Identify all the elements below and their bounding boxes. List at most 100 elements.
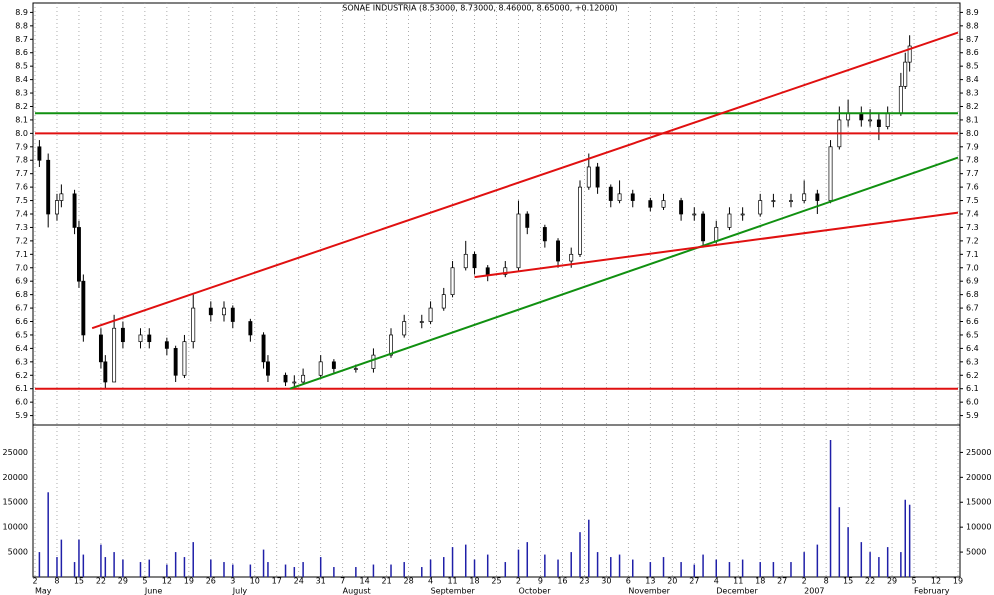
x-tick-label: 19 bbox=[184, 577, 194, 586]
x-tick-label: 13 bbox=[645, 577, 655, 586]
x-tick-label: 4 bbox=[714, 577, 719, 586]
y-tick-label: 8.7 bbox=[15, 35, 28, 44]
trend-line bbox=[289, 156, 959, 390]
candle-body bbox=[208, 307, 213, 316]
x-tick-label: 4 bbox=[428, 577, 433, 586]
y2-tick-label: 8.1 bbox=[966, 115, 979, 124]
x-tick-label: 8 bbox=[824, 577, 829, 586]
candle-body bbox=[402, 321, 407, 336]
volume-tick-label: 10000 bbox=[3, 523, 28, 532]
candle-body bbox=[525, 213, 530, 228]
candle-body bbox=[98, 334, 103, 363]
candle-body bbox=[692, 213, 697, 216]
month-label: November bbox=[628, 587, 670, 595]
candle-body bbox=[353, 368, 358, 370]
x-tick-label: 5 bbox=[142, 577, 147, 586]
candle-body bbox=[182, 341, 187, 376]
y-tick-label: 7.5 bbox=[15, 196, 28, 205]
candle-body bbox=[586, 166, 591, 188]
candle-body bbox=[758, 200, 763, 215]
y2-tick-label: 8.2 bbox=[966, 102, 979, 111]
x-tick-label: 9 bbox=[538, 577, 543, 586]
y2-tick-label: 6.0 bbox=[966, 398, 979, 407]
x-tick-label: 29 bbox=[887, 577, 897, 586]
x-tick-label: 8 bbox=[54, 577, 59, 586]
candle-body bbox=[859, 112, 864, 121]
y2-tick-label: 8.8 bbox=[966, 21, 979, 30]
volume-tick-label: 20000 bbox=[3, 473, 28, 482]
candle-body bbox=[261, 334, 266, 363]
month-label: July bbox=[232, 587, 248, 595]
y-tick-label: 6.1 bbox=[15, 384, 28, 393]
x-tick-label: 16 bbox=[557, 577, 567, 586]
candle-body bbox=[318, 361, 323, 376]
x-tick-label: 15 bbox=[843, 577, 853, 586]
candle-body bbox=[802, 193, 807, 201]
y2-tick-label: 5.9 bbox=[966, 411, 979, 420]
x-tick-label: 7 bbox=[340, 577, 345, 586]
candle-body bbox=[59, 193, 64, 201]
candle-body bbox=[542, 227, 547, 242]
x-tick-label: 20 bbox=[667, 577, 677, 586]
x-tick-label: 21 bbox=[382, 577, 392, 586]
volume-tick-label: 10000 bbox=[966, 523, 991, 532]
candle-body bbox=[617, 193, 622, 201]
candle-body bbox=[248, 321, 253, 336]
y2-tick-label: 8.0 bbox=[966, 129, 979, 138]
x-tick-label: 5 bbox=[912, 577, 917, 586]
candle-body bbox=[789, 200, 793, 202]
price-frame bbox=[32, 2, 961, 426]
y2-tick-label: 6.4 bbox=[966, 344, 979, 353]
volume-tick-label: 25000 bbox=[966, 448, 991, 457]
y2-tick-label: 7.1 bbox=[966, 250, 979, 259]
candle-body bbox=[556, 240, 560, 262]
x-tick-label: 27 bbox=[689, 577, 699, 586]
y-tick-label: 8.4 bbox=[15, 75, 28, 84]
candle-body bbox=[283, 374, 288, 383]
x-tick-label: 11 bbox=[447, 577, 457, 586]
y-tick-label: 8.0 bbox=[15, 129, 28, 138]
candle-body bbox=[112, 327, 117, 383]
y2-tick-label: 7.5 bbox=[966, 196, 979, 205]
x-tick-label: 6 bbox=[626, 577, 631, 586]
x-tick-label: 29 bbox=[118, 577, 128, 586]
candle-body bbox=[463, 253, 468, 269]
candle-body bbox=[846, 112, 851, 121]
candle-body bbox=[292, 381, 297, 384]
y-tick-label: 7.9 bbox=[15, 142, 28, 151]
volume-tick-label: 15000 bbox=[966, 498, 991, 507]
candle-body bbox=[630, 193, 635, 201]
candle-body bbox=[222, 307, 226, 316]
y2-tick-label: 7.3 bbox=[966, 223, 979, 232]
y2-tick-label: 8.4 bbox=[966, 75, 979, 84]
candle-body bbox=[503, 267, 508, 275]
candle-body bbox=[103, 361, 108, 383]
y-tick-label: 8.5 bbox=[15, 62, 28, 71]
x-tick-label: 27 bbox=[777, 577, 787, 586]
y2-tick-label: 7.0 bbox=[966, 263, 979, 272]
volume-tick-label: 5000 bbox=[8, 548, 28, 557]
candle-body bbox=[595, 166, 600, 188]
month-label: 2007 bbox=[804, 587, 824, 595]
x-tick-label: 23 bbox=[579, 577, 589, 586]
candle-body bbox=[450, 267, 455, 295]
x-tick-label: 22 bbox=[865, 577, 875, 586]
x-tick-label: 24 bbox=[294, 577, 304, 586]
candle-body bbox=[164, 341, 169, 349]
y-tick-label: 6.8 bbox=[15, 290, 28, 299]
chart-title: SONAE INDUSTRIA (8.53000, 8.73000, 8.460… bbox=[342, 4, 617, 13]
y-tick-label: 7.8 bbox=[15, 156, 28, 165]
y2-tick-label: 7.8 bbox=[966, 156, 979, 165]
y-tick-label: 6.6 bbox=[15, 317, 28, 326]
x-tick-label: 25 bbox=[491, 577, 501, 586]
candle-body bbox=[661, 200, 666, 208]
y-tick-label: 8.9 bbox=[15, 8, 28, 17]
y-tick-label: 6.7 bbox=[15, 304, 28, 313]
y-tick-label: 5.9 bbox=[15, 411, 28, 420]
month-label: June bbox=[144, 587, 163, 595]
candle-body bbox=[876, 119, 881, 127]
candle-body bbox=[569, 253, 574, 262]
y-tick-label: 6.2 bbox=[15, 371, 28, 380]
trend-line bbox=[474, 211, 959, 279]
candle-body bbox=[578, 186, 582, 255]
